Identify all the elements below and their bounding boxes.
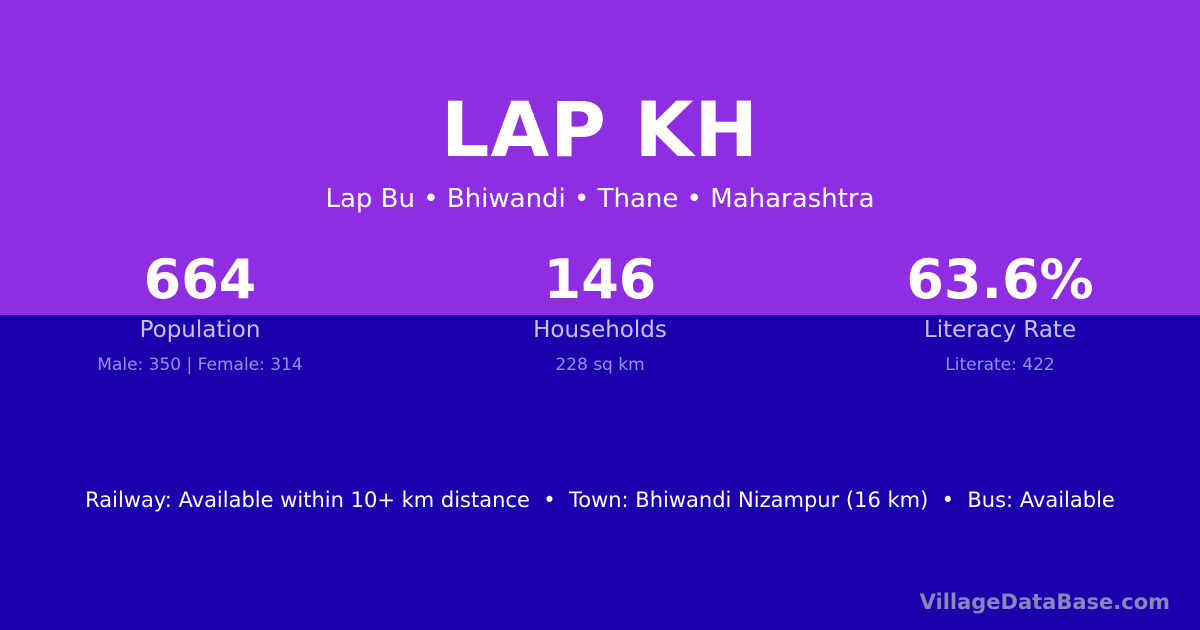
stat-value: 146 [543, 248, 657, 311]
stat-label: Population [139, 317, 261, 343]
brand-logo: VillageDataBase.com [919, 590, 1170, 614]
stat-literacy: 63.6% Literacy Rate Literate: 422 [800, 248, 1200, 377]
village-title: LAP KH [441, 85, 759, 174]
stat-value: 664 [143, 248, 257, 311]
stat-detail: 228 sq km [555, 355, 645, 375]
stat-households: 146 Households 228 sq km [400, 248, 800, 377]
body-band [0, 315, 1200, 630]
stat-value: 63.6% [906, 248, 1094, 311]
header-band [0, 0, 1200, 315]
stat-detail: Literate: 422 [945, 355, 1055, 375]
connectivity-facts: Railway: Available within 10+ km distanc… [85, 488, 1115, 512]
stat-label: Households [533, 317, 667, 343]
stat-detail: Male: 350 | Female: 314 [97, 355, 303, 375]
location-breadcrumb: Lap Bu • Bhiwandi • Thane • Maharashtra [325, 184, 875, 214]
stat-population: 664 Population Male: 350 | Female: 314 [0, 248, 400, 377]
stat-label: Literacy Rate [923, 317, 1077, 343]
